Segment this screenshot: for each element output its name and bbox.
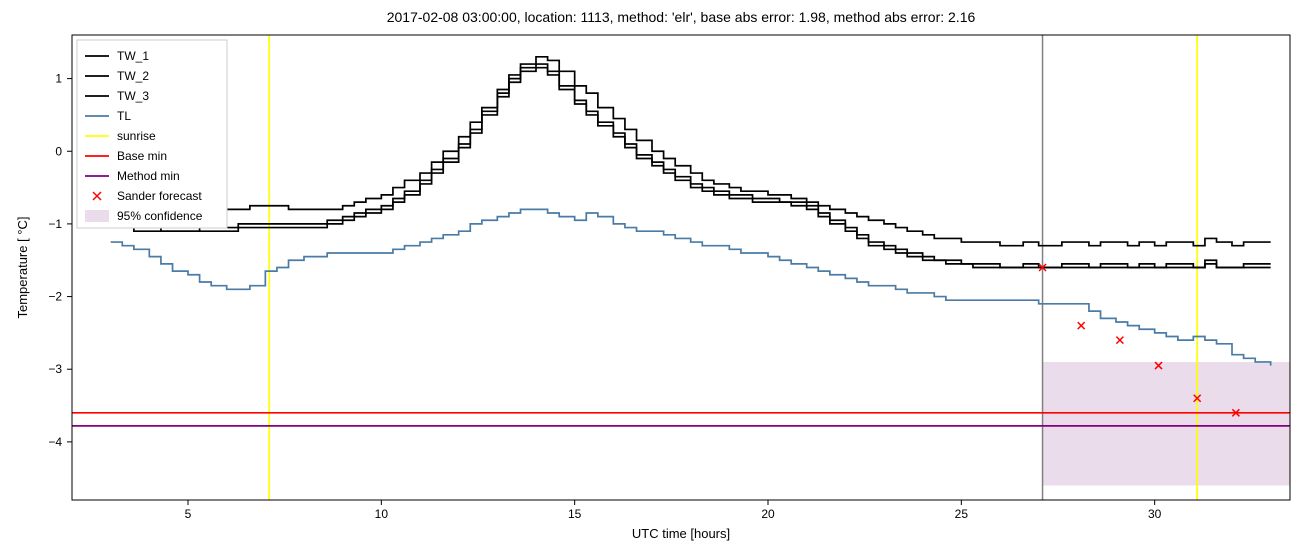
- legend-label: TW_2: [117, 69, 149, 83]
- x-tick-label: 15: [568, 507, 582, 521]
- y-tick-label: −4: [48, 435, 62, 449]
- y-tick-label: −2: [48, 290, 62, 304]
- x-tick-label: 30: [1148, 507, 1162, 521]
- legend-label: TW_3: [117, 89, 149, 103]
- chart-title: 2017-02-08 03:00:00, location: 1113, met…: [387, 9, 976, 25]
- legend-label: TW_1: [117, 49, 149, 63]
- chart-container: 5 10 15 20 25 30 −4 −3 −2 −1 0 1 UTC time [hours] Tem…: [0, 0, 1313, 547]
- legend-label: sunrise: [117, 129, 156, 143]
- y-tick-label: 0: [55, 144, 62, 158]
- legend-label: Base min: [117, 149, 167, 163]
- legend-label: 95% confidence: [117, 209, 203, 223]
- x-axis-label: UTC time [hours]: [632, 526, 730, 541]
- confidence-band: [1043, 362, 1290, 486]
- x-tick-label: 20: [761, 507, 775, 521]
- temperature-chart: 5 10 15 20 25 30 −4 −3 −2 −1 0 1 UTC time [hours] Tem…: [0, 0, 1313, 547]
- y-tick-label: −1: [48, 217, 62, 231]
- y-tick-label: −3: [48, 362, 62, 376]
- legend-label: TL: [117, 109, 131, 123]
- x-tick-label: 10: [375, 507, 389, 521]
- legend-label: Method min: [117, 169, 180, 183]
- x-tick-label: 5: [185, 507, 192, 521]
- y-axis-label: Temperature [ °C]: [15, 216, 30, 318]
- legend-label: Sander forecast: [117, 189, 202, 203]
- x-tick-label: 25: [955, 507, 969, 521]
- legend: TW_1 TW_2 TW_3 TL sunrise Base min Method min S…: [77, 40, 227, 228]
- y-tick-label: 1: [55, 72, 62, 86]
